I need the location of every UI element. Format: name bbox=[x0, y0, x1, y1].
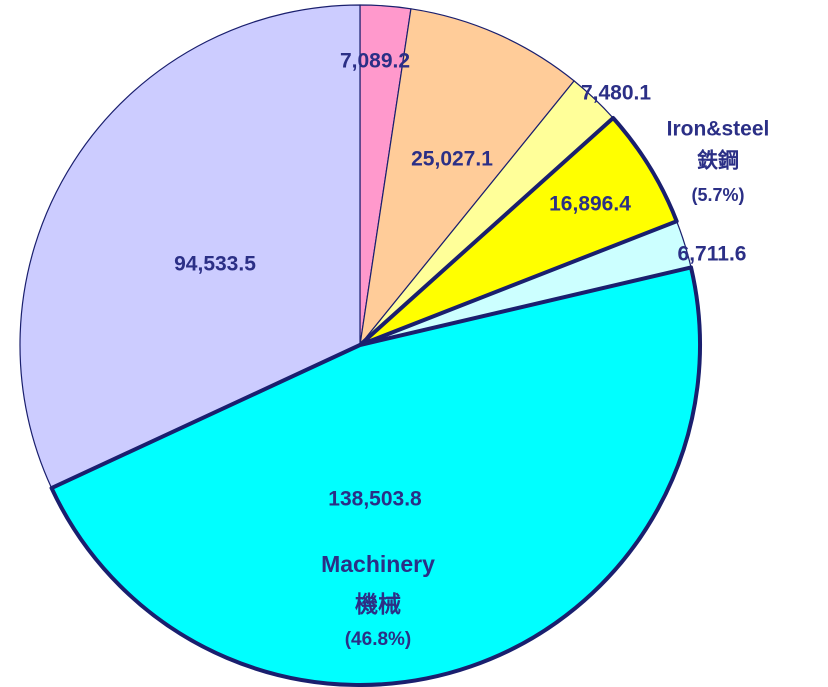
data-label: 16,896.4 bbox=[549, 193, 631, 216]
data-label: 138,503.8 bbox=[328, 488, 422, 511]
annotation: Iron&steel bbox=[667, 118, 770, 141]
annotation: (46.8%) bbox=[345, 629, 412, 650]
data-label: 25,027.1 bbox=[411, 148, 493, 171]
pie-slice bbox=[359, 8, 575, 346]
data-label: 7,480.1 bbox=[581, 82, 651, 105]
pie-slice bbox=[358, 116, 679, 347]
annotation: Machinery bbox=[321, 551, 435, 577]
pie-slice bbox=[49, 265, 702, 687]
pie-slice bbox=[19, 4, 361, 489]
annotation: 機械 bbox=[355, 591, 401, 617]
annotation: 鉄鋼 bbox=[697, 149, 739, 173]
data-label: 6,711.6 bbox=[678, 243, 747, 266]
data-label: 7,089.2 bbox=[340, 50, 410, 73]
annotation: (5.7%) bbox=[691, 185, 744, 205]
data-label: 94,533.5 bbox=[174, 253, 256, 276]
